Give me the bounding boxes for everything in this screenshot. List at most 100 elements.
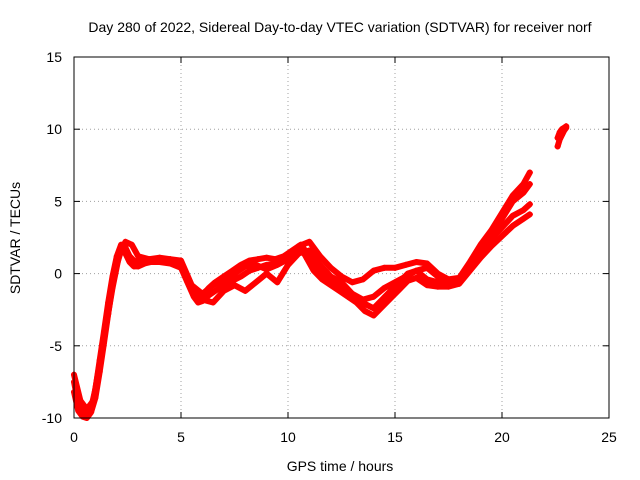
data-point bbox=[509, 222, 516, 229]
data-series-3 bbox=[199, 181, 533, 306]
series-trace bbox=[71, 169, 533, 413]
data-series-2 bbox=[71, 169, 533, 413]
data-point bbox=[167, 256, 174, 263]
data-point bbox=[338, 273, 345, 280]
data-point bbox=[404, 277, 411, 284]
data-point bbox=[122, 238, 129, 245]
data-point bbox=[212, 287, 219, 294]
y-tick-label: 10 bbox=[46, 121, 62, 137]
data-point bbox=[396, 286, 403, 293]
data-point bbox=[205, 292, 212, 299]
series-trace bbox=[71, 201, 533, 419]
data-point bbox=[362, 308, 369, 315]
data-point bbox=[115, 253, 122, 260]
data-point bbox=[317, 253, 324, 260]
data-point bbox=[424, 276, 431, 283]
data-point bbox=[229, 277, 236, 284]
data-point bbox=[370, 305, 377, 312]
data-point bbox=[252, 279, 259, 286]
data-point bbox=[402, 261, 409, 268]
data-point bbox=[90, 397, 97, 404]
data-point bbox=[220, 282, 227, 289]
axis-ticks: 0 5 10 15 20 25 -10 -5 0 5 10 15 bbox=[42, 49, 617, 445]
y-tick-label: 15 bbox=[46, 49, 62, 65]
data-point bbox=[349, 279, 356, 286]
y-tick-label: -5 bbox=[50, 338, 63, 354]
data-point bbox=[109, 285, 116, 292]
series-trace bbox=[199, 181, 533, 306]
data-point bbox=[195, 299, 202, 306]
chart-title: Day 280 of 2022, Sidereal Day-to-day VTE… bbox=[88, 19, 591, 35]
data-point bbox=[77, 397, 84, 404]
data-point bbox=[445, 277, 452, 284]
y-tick-label: 0 bbox=[54, 266, 62, 282]
data-point bbox=[145, 256, 152, 263]
data-point bbox=[387, 287, 394, 294]
data-point bbox=[434, 273, 441, 280]
data-point bbox=[96, 360, 103, 367]
data-point bbox=[79, 413, 86, 420]
data-point bbox=[520, 189, 527, 196]
data-series-0 bbox=[71, 201, 533, 419]
data-point bbox=[563, 123, 570, 130]
data-point bbox=[327, 273, 334, 280]
data-point bbox=[188, 282, 195, 289]
data-point bbox=[210, 299, 217, 306]
data-point bbox=[520, 207, 527, 214]
data-point bbox=[359, 276, 366, 283]
data-point bbox=[306, 238, 313, 245]
x-tick-label: 10 bbox=[280, 429, 296, 445]
data-point bbox=[103, 322, 110, 329]
data-point bbox=[274, 279, 281, 286]
data-point bbox=[488, 243, 495, 250]
data-point bbox=[359, 296, 366, 303]
data-point bbox=[237, 273, 244, 280]
data-point bbox=[424, 282, 431, 289]
data-point bbox=[554, 134, 561, 141]
x-tick-label: 20 bbox=[494, 429, 510, 445]
data-point bbox=[126, 259, 133, 266]
data-point bbox=[327, 264, 334, 271]
data-point bbox=[381, 285, 388, 292]
data-point bbox=[255, 256, 262, 263]
data-point bbox=[327, 282, 334, 289]
y-axis-label: SDTVAR / TECUs bbox=[7, 182, 23, 294]
data-point bbox=[456, 276, 463, 283]
data-point bbox=[304, 256, 311, 263]
data-point bbox=[83, 406, 90, 413]
data-point bbox=[509, 198, 516, 205]
data-point bbox=[220, 276, 227, 283]
data-point bbox=[190, 293, 197, 300]
data-point bbox=[520, 181, 527, 188]
data-point bbox=[199, 290, 206, 297]
data-point bbox=[387, 295, 394, 302]
data-point bbox=[526, 169, 533, 176]
data-point bbox=[379, 303, 386, 310]
data-point bbox=[128, 241, 135, 248]
data-point bbox=[526, 211, 533, 218]
data-point bbox=[135, 253, 142, 260]
plot-frame bbox=[73, 56, 610, 419]
data-point bbox=[379, 296, 386, 303]
data-point bbox=[509, 212, 516, 219]
data-point bbox=[306, 247, 313, 254]
data-point bbox=[424, 264, 431, 271]
data-point bbox=[413, 259, 420, 266]
data-point bbox=[319, 276, 326, 283]
data-point bbox=[199, 296, 206, 303]
y-tick-label: 5 bbox=[54, 193, 62, 209]
data-point bbox=[295, 250, 302, 257]
data-point bbox=[75, 407, 82, 414]
data-point bbox=[263, 270, 270, 277]
y-tick-label: -10 bbox=[42, 410, 62, 426]
data-point bbox=[246, 257, 253, 264]
x-tick-label: 15 bbox=[387, 429, 403, 445]
data-point bbox=[295, 243, 302, 250]
data-point bbox=[392, 279, 398, 286]
data-point bbox=[135, 263, 142, 270]
x-tick-label: 25 bbox=[601, 429, 617, 445]
data-point bbox=[392, 264, 398, 271]
data-point bbox=[231, 270, 238, 277]
data-point bbox=[526, 181, 533, 188]
